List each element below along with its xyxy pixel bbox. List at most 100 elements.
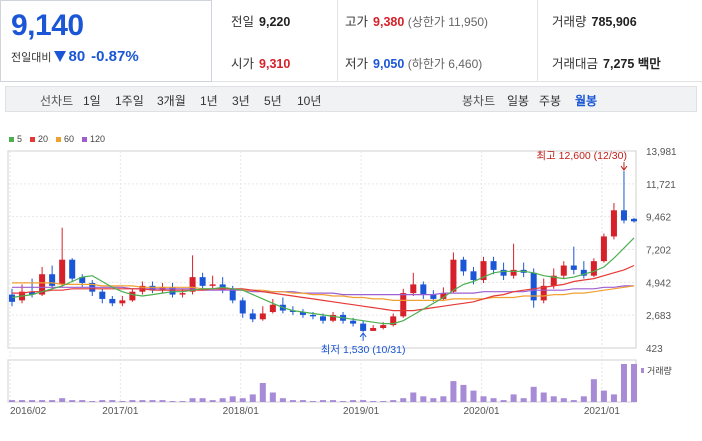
range-10y-button[interactable]: 10년 bbox=[297, 94, 322, 108]
candle-body bbox=[590, 261, 597, 276]
candle-body bbox=[410, 284, 417, 294]
daily-candle-button[interactable]: 일봉 bbox=[507, 94, 530, 108]
volume-bar bbox=[460, 384, 467, 402]
prev-close-label: 전일 bbox=[231, 15, 255, 29]
y-tick-label: 2,683 bbox=[646, 311, 671, 322]
legend-ma120: 120 bbox=[82, 134, 105, 144]
volume-bar bbox=[29, 400, 36, 402]
y-tick-label: 4,942 bbox=[646, 278, 671, 289]
candle-body bbox=[350, 320, 357, 324]
volume-bar bbox=[520, 398, 527, 402]
monthly-candle-button[interactable]: 월봉 bbox=[575, 94, 598, 108]
candle-body bbox=[99, 291, 106, 299]
volume-bar bbox=[380, 401, 387, 402]
down-triangle-icon bbox=[54, 51, 67, 62]
volume-bar bbox=[259, 383, 266, 402]
volume-bar bbox=[179, 401, 186, 402]
candle-body bbox=[179, 293, 186, 295]
volume-bar bbox=[400, 398, 407, 402]
candle-body bbox=[39, 274, 46, 295]
candle-body bbox=[550, 275, 557, 286]
candle-body bbox=[560, 265, 567, 276]
range-1d-button[interactable]: 1일 bbox=[83, 94, 101, 108]
legend-ma20-label: 20 bbox=[38, 134, 49, 144]
volume-bar bbox=[279, 398, 286, 402]
y-tick-label: 13,981 bbox=[646, 147, 677, 158]
high-label: 고가 bbox=[345, 15, 369, 29]
volume-bar bbox=[69, 400, 76, 402]
stock-chart[interactable]: 13,981 11,721 9,462 7,202 4,942 2,683 423 2016/… bbox=[0, 140, 702, 441]
volume-bar bbox=[480, 396, 487, 402]
range-5y-button[interactable]: 5년 bbox=[264, 94, 282, 108]
volume-bar bbox=[289, 400, 296, 402]
volume-bar bbox=[550, 396, 557, 402]
volume-bar bbox=[570, 400, 577, 402]
candle-body bbox=[309, 314, 316, 317]
volume-value: 785,906 bbox=[591, 15, 637, 29]
ma60-line bbox=[12, 282, 635, 301]
y-tick-label: 11,721 bbox=[646, 180, 676, 191]
y-tick-label: 7,202 bbox=[646, 246, 671, 257]
divider bbox=[537, 0, 538, 82]
quote-panel: 9,140 전일대비 80 -0.87% 전일 9,220 시가 9,310 고가 9… bbox=[0, 0, 702, 82]
chart-legend: 5 20 60 120 bbox=[9, 134, 105, 144]
range-1y-button[interactable]: 1년 bbox=[200, 94, 218, 108]
candle-body bbox=[8, 294, 16, 302]
candle-body bbox=[330, 314, 337, 321]
candle-body bbox=[580, 269, 587, 276]
volume-bar bbox=[600, 390, 607, 402]
legend-ma60: 60 bbox=[56, 134, 74, 144]
volume-bar bbox=[490, 398, 497, 402]
legend-ma5-label: 5 bbox=[17, 134, 23, 144]
volume-bar bbox=[209, 400, 216, 402]
high-annotation: 최고 12,600 (12/30) bbox=[536, 150, 627, 162]
low-label: 저가 bbox=[345, 57, 369, 71]
volume-bar bbox=[630, 364, 638, 402]
weekly-candle-button[interactable]: 주봉 bbox=[539, 94, 562, 108]
candle-body bbox=[480, 261, 487, 281]
candle-body bbox=[510, 269, 517, 276]
volume-bar bbox=[360, 400, 367, 402]
candle-chart-label: 봉차트 bbox=[462, 94, 496, 108]
volume-bar bbox=[620, 364, 627, 402]
candle-body bbox=[59, 259, 66, 285]
candle-body bbox=[530, 272, 537, 301]
volume-bar bbox=[219, 398, 226, 402]
volume-legend-swatch bbox=[641, 368, 644, 373]
volume: 거래량 785,906 bbox=[552, 11, 637, 30]
volume-bar bbox=[510, 394, 517, 402]
change-label: 전일대비 bbox=[11, 51, 52, 64]
volume-bar bbox=[109, 400, 116, 402]
trade-value: 거래대금 7,275 백만 bbox=[552, 53, 661, 72]
line-chart-label: 선차트 bbox=[40, 94, 74, 108]
range-3m-button[interactable]: 3개월 bbox=[157, 94, 186, 108]
candle-body bbox=[259, 313, 266, 320]
candle-body bbox=[119, 300, 126, 304]
trade-value-value: 7,275 bbox=[603, 57, 635, 71]
volume-bar bbox=[309, 401, 316, 402]
x-tick-label: 2021/01 bbox=[584, 406, 621, 417]
candle-body bbox=[370, 327, 377, 331]
candle-body bbox=[209, 284, 216, 286]
volume-bar bbox=[530, 386, 537, 402]
volume-bar bbox=[229, 396, 236, 402]
prev-close: 전일 9,220 bbox=[231, 11, 290, 30]
x-tick-label: 2017/01 bbox=[102, 406, 139, 417]
candle-body bbox=[239, 300, 246, 314]
volume-bar bbox=[420, 396, 427, 402]
candle-body bbox=[600, 236, 607, 262]
candle-body bbox=[430, 294, 437, 299]
legend-ma5: 5 bbox=[9, 134, 22, 144]
lower-limit: (하한가 6,460) bbox=[407, 57, 483, 71]
x-tick-label: 2018/01 bbox=[223, 406, 260, 417]
candle-body bbox=[630, 218, 638, 222]
candle-body bbox=[69, 259, 76, 279]
range-3y-button[interactable]: 3년 bbox=[232, 94, 250, 108]
open-value: 9,310 bbox=[259, 57, 291, 71]
volume-bar bbox=[89, 401, 96, 402]
range-1w-button[interactable]: 1주일 bbox=[115, 94, 144, 108]
candle-body bbox=[129, 291, 136, 301]
ma120-line bbox=[12, 285, 634, 296]
upper-limit: (상한가 11,950) bbox=[407, 15, 489, 29]
volume-bar bbox=[560, 398, 567, 402]
